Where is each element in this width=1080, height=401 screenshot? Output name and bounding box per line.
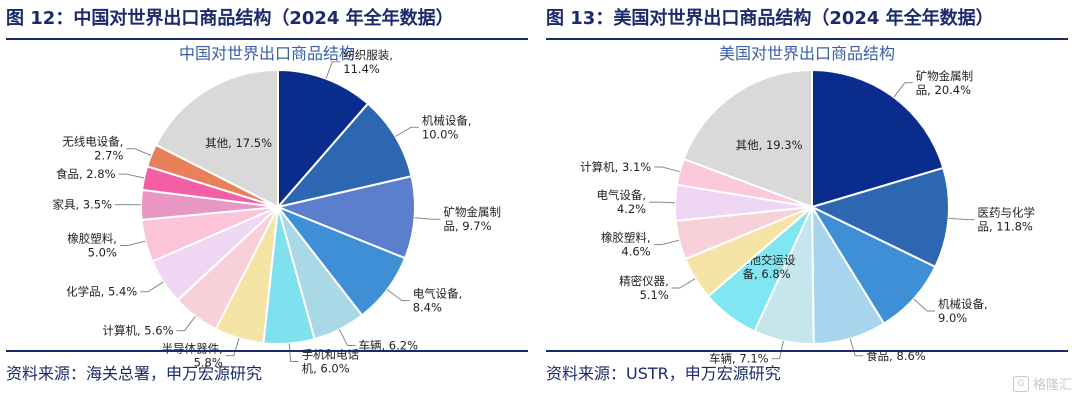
bottom-rule xyxy=(6,350,528,352)
slice-label: 医药与化学品, 11.8% xyxy=(978,206,1036,234)
leader-line xyxy=(849,338,864,357)
watermark-text: 格隆汇 xyxy=(1032,378,1072,393)
leader-line xyxy=(893,82,913,98)
slice-label: 车辆, 7.1% xyxy=(709,352,769,366)
figure-title: 图 12：中国对世界出口商品结构（2024 年全年数据） xyxy=(6,8,454,29)
pie-slice xyxy=(275,102,413,209)
leader-line xyxy=(386,289,410,301)
leader-line xyxy=(671,278,696,289)
chart-title: 中国对世界出口商品结构 xyxy=(178,44,355,63)
leader-line xyxy=(118,173,145,179)
top-rule xyxy=(6,38,528,40)
slice-label: 车辆, 6.2% xyxy=(359,339,419,353)
slice-label: 食品, 2.8% xyxy=(56,167,116,181)
pie-slice xyxy=(277,68,370,210)
leader-line xyxy=(649,201,676,204)
leader-line xyxy=(119,240,146,246)
top-rule xyxy=(546,38,1068,40)
pie-slice xyxy=(809,166,950,269)
figure-panel-usa: 图 13：美国对世界出口商品结构（2024 年全年数据） 美国对世界出口商品结构… xyxy=(546,0,1068,401)
leader-line xyxy=(913,298,935,312)
leader-line xyxy=(653,239,680,246)
slice-label: 纺织服装, 11.4% xyxy=(343,48,393,76)
slice-label: 精密仪器, 5.1% xyxy=(619,274,669,302)
leader-line xyxy=(395,126,419,137)
leader-line xyxy=(654,166,680,173)
pie-slice xyxy=(811,68,945,209)
pie-chart-china: 纺织服装, 11.4% 机械设备, 10.0% 矿物金属制品, 9.7% 电气设备, 8.4… xyxy=(52,48,502,376)
figure-title: 图 13：美国对世界出口商品结构（2024 年全年数据） xyxy=(546,8,994,29)
slice-label: 矿物金属制品, 20.4% xyxy=(916,69,974,97)
slice-label: 半导体器件, 5.8% xyxy=(162,342,223,370)
leader-line xyxy=(771,340,784,360)
source-note: 资料来源：USTR，申万宏源研究 xyxy=(546,364,781,383)
logo-icon: G xyxy=(1012,375,1029,392)
slice-label: 无线电设备, 2.7% xyxy=(62,135,123,163)
slice-label: 其他, 17.5% xyxy=(205,136,272,150)
bottom-rule xyxy=(546,350,1068,352)
leader-line xyxy=(225,338,240,357)
leader-line xyxy=(176,315,196,332)
slice-label: 家具, 3.5% xyxy=(52,198,112,212)
slice-label: 计算机, 5.6% xyxy=(102,324,173,338)
leader-line xyxy=(948,217,975,221)
leader-line xyxy=(288,343,299,362)
slice-label: 机械设备, 10.0% xyxy=(422,113,472,141)
pie-slice xyxy=(682,68,813,209)
leader-line xyxy=(126,148,152,156)
leader-line xyxy=(414,217,441,220)
watermark: G 格隆汇 xyxy=(1012,374,1072,393)
leader-line xyxy=(325,61,341,79)
slice-label: 矿物金属制品, 9.7% xyxy=(444,205,502,233)
source-note: 资料来源：海关总署，申万宏源研究 xyxy=(6,364,263,383)
slice-label: 机械设备, 9.0% xyxy=(938,297,988,325)
slice-label: 电气设备, 4.2% xyxy=(596,188,646,216)
pie-chart-usa: 矿物金属制品, 20.4% 医药与化学品, 11.8% 机械设备, 9.0% 食品, 8… xyxy=(580,68,1036,366)
slice-label: 食品, 8.6% xyxy=(866,349,926,363)
chart-title: 美国对世界出口商品结构 xyxy=(718,44,895,63)
slice-label: 其他, 19.3% xyxy=(736,138,803,152)
slice-label: 橡胶塑料, 4.6% xyxy=(601,231,651,259)
pie-slice xyxy=(154,68,279,209)
slice-label: 计算机, 3.1% xyxy=(580,160,651,174)
leader-line xyxy=(338,329,356,346)
pie-slice xyxy=(274,175,416,260)
leader-line xyxy=(140,281,164,293)
slice-label: 电气设备, 8.4% xyxy=(413,287,463,315)
slice-label: 化学品, 5.4% xyxy=(66,285,137,299)
figure-panel-china: 图 12：中国对世界出口商品结构（2024 年全年数据） 中国对世界出口商品结构… xyxy=(6,0,528,401)
slice-label: 橡胶塑料, 5.0% xyxy=(67,232,117,260)
